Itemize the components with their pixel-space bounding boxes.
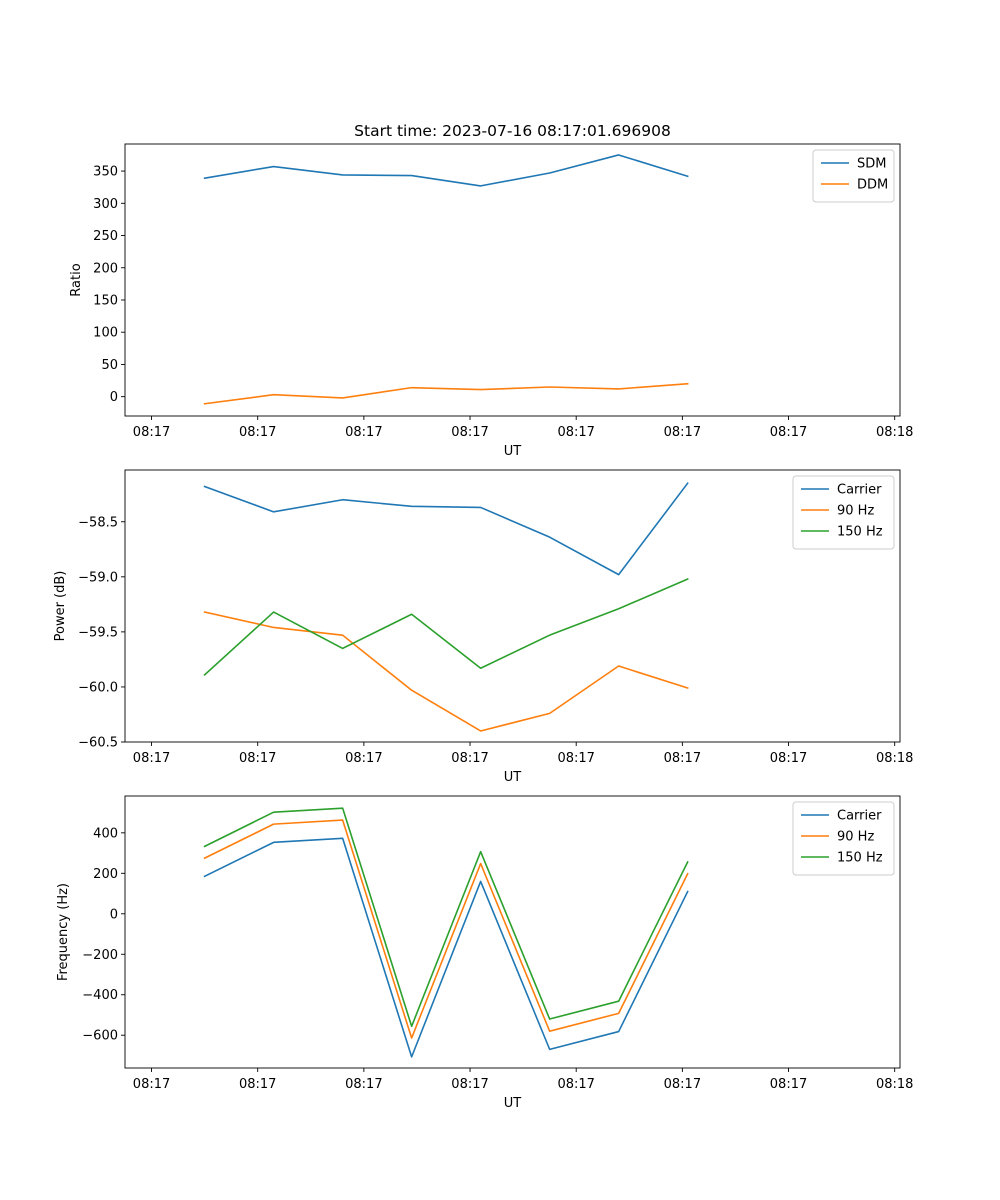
frequency-y-tick-label: 0 [110, 907, 118, 922]
power-x-tick-label: 08:17 [133, 751, 170, 766]
chart-title: Start time: 2023-07-16 08:17:01.696908 [354, 122, 671, 140]
frequency-legend-label: 150 Hz [837, 851, 883, 866]
frequency-x-tick-label: 08:17 [770, 1077, 807, 1092]
frequency-legend-label: 90 Hz [837, 830, 874, 845]
power-x-tick-label: 08:17 [345, 751, 382, 766]
power-y-tick-label: −60.5 [78, 736, 118, 751]
power-x-axis-label: UT [504, 770, 522, 785]
ratio-x-tick-label: 08:17 [133, 425, 170, 440]
ratio-x-axis-label: UT [504, 444, 522, 459]
ratio-y-tick-label: 200 [93, 261, 118, 276]
frequency-y-axis-label: Frequency (Hz) [56, 883, 71, 981]
power-x-tick-label: 08:17 [664, 751, 701, 766]
frequency-y-tick-label: 400 [93, 826, 118, 841]
frequency-x-tick-label: 08:17 [451, 1077, 488, 1092]
ratio-y-tick-label: 0 [110, 390, 118, 405]
power-x-tick-label: 08:18 [876, 751, 913, 766]
power-y-tick-label: −59.5 [78, 625, 118, 640]
frequency-x-tick-label: 08:17 [239, 1077, 276, 1092]
ratio-y-tick-label: 100 [93, 326, 118, 341]
ratio-y-tick-label: 150 [93, 293, 118, 308]
ratio-legend-label: SDM [857, 157, 886, 172]
frequency-x-tick-label: 08:17 [345, 1077, 382, 1092]
frequency-legend-label: Carrier [837, 809, 882, 824]
ratio-x-tick-label: 08:17 [239, 425, 276, 440]
frequency-x-axis-label: UT [504, 1096, 522, 1111]
ratio-y-tick-label: 350 [93, 165, 118, 180]
ratio-x-tick-label: 08:17 [664, 425, 701, 440]
ratio-x-tick-label: 08:17 [451, 425, 488, 440]
ratio-y-axis-label: Ratio [69, 263, 84, 296]
ratio-y-tick-label: 300 [93, 197, 118, 212]
ratio-x-tick-label: 08:18 [876, 425, 913, 440]
ratio-y-tick-label: 50 [101, 358, 118, 373]
ratio-y-tick-label: 250 [93, 229, 118, 244]
frequency-y-tick-label: 200 [93, 867, 118, 882]
frequency-y-tick-label: −200 [82, 948, 118, 963]
ratio-legend-label: DDM [857, 178, 888, 193]
frequency-y-tick-label: −400 [82, 988, 118, 1003]
power-x-tick-label: 08:17 [770, 751, 807, 766]
frequency-x-tick-label: 08:17 [664, 1077, 701, 1092]
frequency-x-tick-label: 08:17 [557, 1077, 594, 1092]
frequency-x-tick-label: 08:18 [876, 1077, 913, 1092]
power-y-tick-label: −58.5 [78, 515, 118, 530]
power-legend-label: Carrier [837, 483, 882, 498]
power-x-tick-label: 08:17 [451, 751, 488, 766]
figure: Start time: 2023-07-16 08:17:01.696908 0… [0, 0, 1000, 1200]
frequency-x-tick-label: 08:17 [133, 1077, 170, 1092]
ratio-x-tick-label: 08:17 [557, 425, 594, 440]
power-legend-label: 150 Hz [837, 525, 883, 540]
power-y-axis-label: Power (dB) [53, 571, 68, 642]
power-y-tick-label: −59.0 [78, 570, 118, 585]
power-x-tick-label: 08:17 [239, 751, 276, 766]
frequency-y-tick-label: −600 [82, 1029, 118, 1044]
power-legend-label: 90 Hz [837, 504, 874, 519]
power-x-tick-label: 08:17 [557, 751, 594, 766]
ratio-x-tick-label: 08:17 [770, 425, 807, 440]
power-y-tick-label: −60.0 [78, 680, 118, 695]
ratio-x-tick-label: 08:17 [345, 425, 382, 440]
